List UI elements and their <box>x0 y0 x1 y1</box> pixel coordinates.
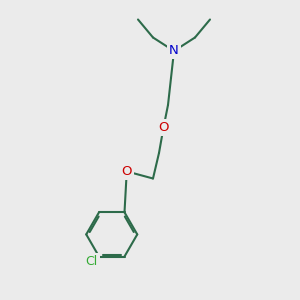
Text: O: O <box>158 121 169 134</box>
Text: N: N <box>169 44 179 58</box>
Text: Cl: Cl <box>85 255 98 268</box>
Text: O: O <box>122 165 132 178</box>
